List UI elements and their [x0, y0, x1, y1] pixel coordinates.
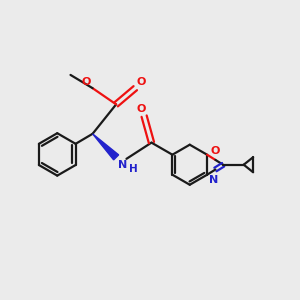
- Polygon shape: [93, 134, 119, 160]
- Text: O: O: [211, 146, 220, 156]
- Text: N: N: [118, 160, 127, 170]
- Text: O: O: [136, 104, 146, 114]
- Text: O: O: [137, 77, 146, 87]
- Text: N: N: [209, 175, 219, 185]
- Text: O: O: [82, 77, 91, 87]
- Text: H: H: [128, 164, 137, 174]
